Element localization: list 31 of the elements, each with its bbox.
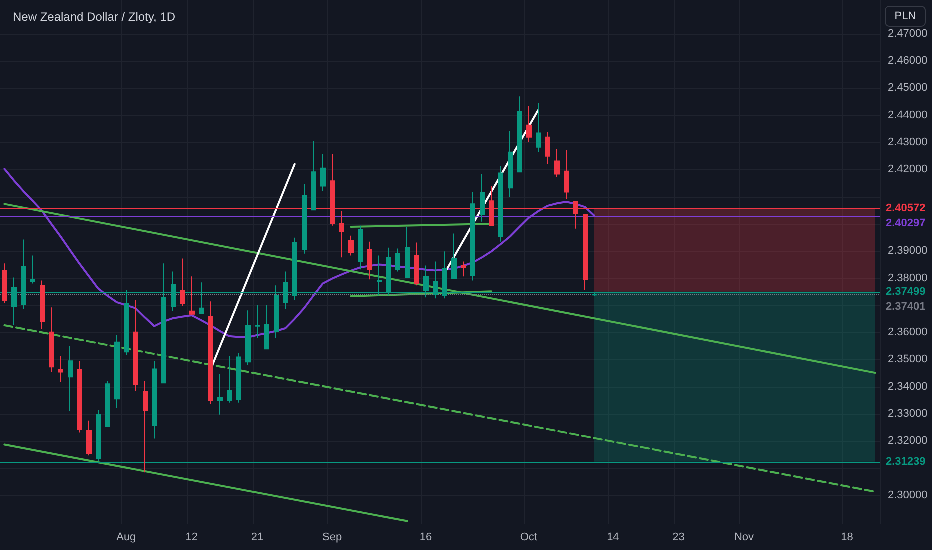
x-tick-label: 23 bbox=[672, 532, 685, 544]
y-tick-label: 2.35000 bbox=[888, 354, 928, 366]
x-tick-label: 14 bbox=[607, 532, 620, 544]
ref-line-label: 2.37401 bbox=[886, 300, 926, 313]
ref-line-label: 2.40297 bbox=[886, 217, 926, 230]
x-tick-label: 12 bbox=[186, 532, 198, 544]
x-tick-label: Aug bbox=[116, 532, 136, 544]
x-tick-label: Oct bbox=[520, 532, 538, 544]
y-tick-label: 2.34000 bbox=[888, 380, 928, 393]
ref-line-label: 2.37499 bbox=[886, 286, 926, 298]
ref-line-label: 2.31239 bbox=[886, 456, 926, 468]
y-tick-label: 2.42000 bbox=[888, 164, 928, 176]
y-tick-label: 2.44000 bbox=[888, 109, 928, 122]
y-tick-label: 2.33000 bbox=[888, 408, 928, 420]
y-tick-label: 2.43000 bbox=[888, 136, 928, 149]
ref-line-label: 2.40572 bbox=[886, 202, 926, 214]
x-tick-label: Nov bbox=[734, 532, 755, 544]
x-tick-label: 18 bbox=[841, 532, 854, 544]
y-tick-label: 2.39000 bbox=[888, 245, 928, 258]
y-tick-label: 2.46000 bbox=[888, 55, 928, 68]
y-tick-label: 2.45000 bbox=[888, 82, 928, 94]
y-tick-label: 2.30000 bbox=[888, 489, 928, 502]
text: New Zealand Dollar / Zloty, 1D bbox=[13, 10, 176, 24]
x-tick-label: 16 bbox=[420, 532, 432, 544]
text: PLN bbox=[894, 10, 916, 22]
x-tick-label: 21 bbox=[251, 532, 264, 544]
y-tick-label: 2.47000 bbox=[888, 28, 928, 40]
x-tick-label: Sep bbox=[322, 532, 342, 544]
y-tick-label: 2.36000 bbox=[888, 326, 928, 339]
y-tick-label: 2.38000 bbox=[888, 272, 928, 284]
y-tick-label: 2.32000 bbox=[888, 435, 928, 448]
